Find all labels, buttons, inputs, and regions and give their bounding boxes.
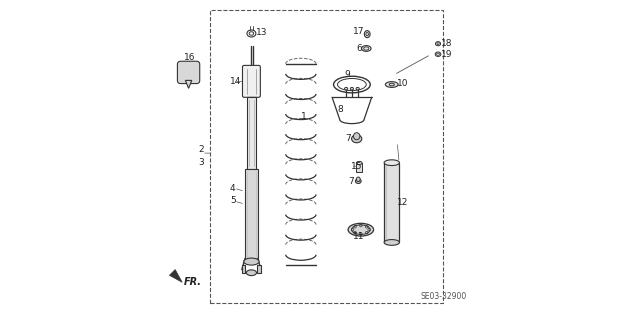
Bar xyxy=(210,10,443,303)
Bar xyxy=(257,265,261,273)
Ellipse shape xyxy=(348,223,374,236)
Ellipse shape xyxy=(385,82,398,87)
Ellipse shape xyxy=(435,52,441,56)
Ellipse shape xyxy=(364,31,370,38)
Text: 15: 15 xyxy=(351,162,362,171)
Ellipse shape xyxy=(362,46,371,51)
Text: 5: 5 xyxy=(230,197,236,205)
Text: 14: 14 xyxy=(230,77,241,86)
Ellipse shape xyxy=(356,177,360,182)
Text: 6: 6 xyxy=(356,44,362,53)
FancyBboxPatch shape xyxy=(243,65,260,97)
Ellipse shape xyxy=(353,133,360,140)
Text: 16: 16 xyxy=(184,53,195,62)
Ellipse shape xyxy=(435,42,440,46)
Text: 13: 13 xyxy=(256,28,268,37)
Ellipse shape xyxy=(356,87,359,90)
Text: 10: 10 xyxy=(397,79,408,88)
Ellipse shape xyxy=(355,179,361,183)
Text: SE03-32900: SE03-32900 xyxy=(420,293,467,301)
Ellipse shape xyxy=(351,135,362,143)
Ellipse shape xyxy=(384,160,399,166)
Text: 7: 7 xyxy=(346,134,351,143)
Text: FR.: FR. xyxy=(184,277,202,287)
Text: 19: 19 xyxy=(441,50,452,59)
Polygon shape xyxy=(186,80,192,88)
Text: 3: 3 xyxy=(199,158,205,167)
Bar xyxy=(356,163,362,172)
Bar xyxy=(247,97,255,169)
Bar xyxy=(241,265,245,273)
Ellipse shape xyxy=(384,240,399,245)
Text: 18: 18 xyxy=(441,39,452,48)
Text: 1: 1 xyxy=(301,112,307,121)
Text: 12: 12 xyxy=(397,198,408,207)
FancyBboxPatch shape xyxy=(177,61,200,84)
Ellipse shape xyxy=(344,87,348,90)
Ellipse shape xyxy=(246,270,257,276)
Bar xyxy=(384,163,399,242)
Text: 9: 9 xyxy=(344,70,349,78)
Text: 4: 4 xyxy=(230,184,236,193)
Ellipse shape xyxy=(244,258,259,265)
Text: 2: 2 xyxy=(199,145,204,154)
Polygon shape xyxy=(170,270,182,282)
Text: 17: 17 xyxy=(353,27,365,36)
Text: 7: 7 xyxy=(349,177,355,186)
Text: 8: 8 xyxy=(338,105,344,114)
Bar xyxy=(245,169,258,262)
Ellipse shape xyxy=(350,87,353,90)
Ellipse shape xyxy=(356,161,362,165)
Text: 11: 11 xyxy=(353,232,365,241)
